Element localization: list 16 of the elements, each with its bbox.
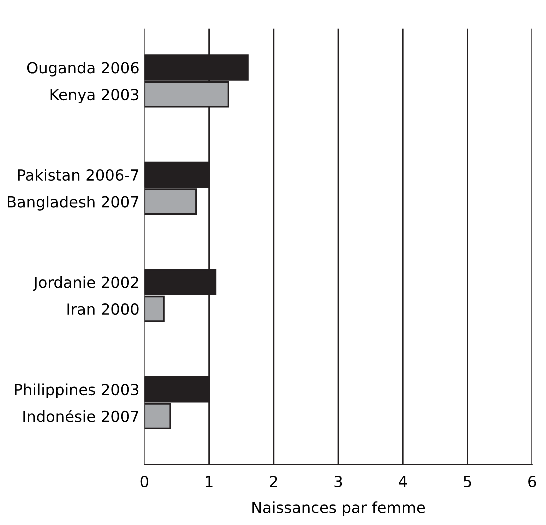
x-tick-label: 5 (464, 476, 472, 488)
x-tick-label: 0 (140, 476, 149, 488)
y-tick-label: Pakistan 2006-7 (18, 169, 139, 182)
y-tick-label: Kenya 2003 (50, 89, 139, 104)
y-tick-label: Ouganda 2006 (27, 62, 139, 77)
x-tick-label: 3 (334, 476, 342, 488)
x-tick-label: 2 (270, 476, 278, 488)
x-axis-title: Naissances par femme (252, 502, 426, 516)
y-tick-label: Bangladesh 2007 (8, 196, 139, 211)
x-tick-label: 4 (399, 476, 408, 488)
y-tick-label: Philippines 2003 (15, 384, 139, 399)
x-tick-label: 6 (528, 476, 536, 488)
y-tick-label: Iran 2000 (68, 304, 139, 316)
x-tick-label: 1 (206, 476, 213, 488)
y-tick-label: Jordanie 2002 (33, 276, 138, 292)
y-tick-label: Indonésie 2007 (24, 410, 139, 422)
